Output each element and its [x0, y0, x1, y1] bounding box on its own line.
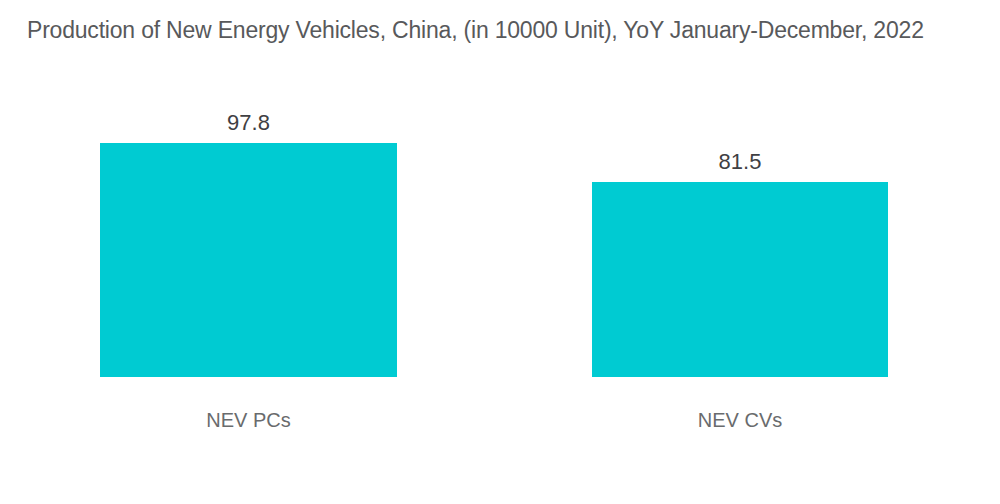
bar-value-label: 81.5: [719, 151, 762, 173]
bar-nev-pcs: [100, 143, 397, 377]
bar-group-nev-cvs: 81.5 NEV CVs: [592, 0, 888, 377]
category-label: NEV PCs: [100, 408, 397, 432]
bar-chart: Production of New Energy Vehicles, China…: [0, 0, 1000, 504]
bar-nev-cvs: [592, 182, 888, 377]
bar-value-label: 97.8: [227, 112, 270, 134]
category-label: NEV CVs: [592, 408, 888, 432]
bar-group-nev-pcs: 97.8 NEV PCs: [100, 0, 397, 377]
